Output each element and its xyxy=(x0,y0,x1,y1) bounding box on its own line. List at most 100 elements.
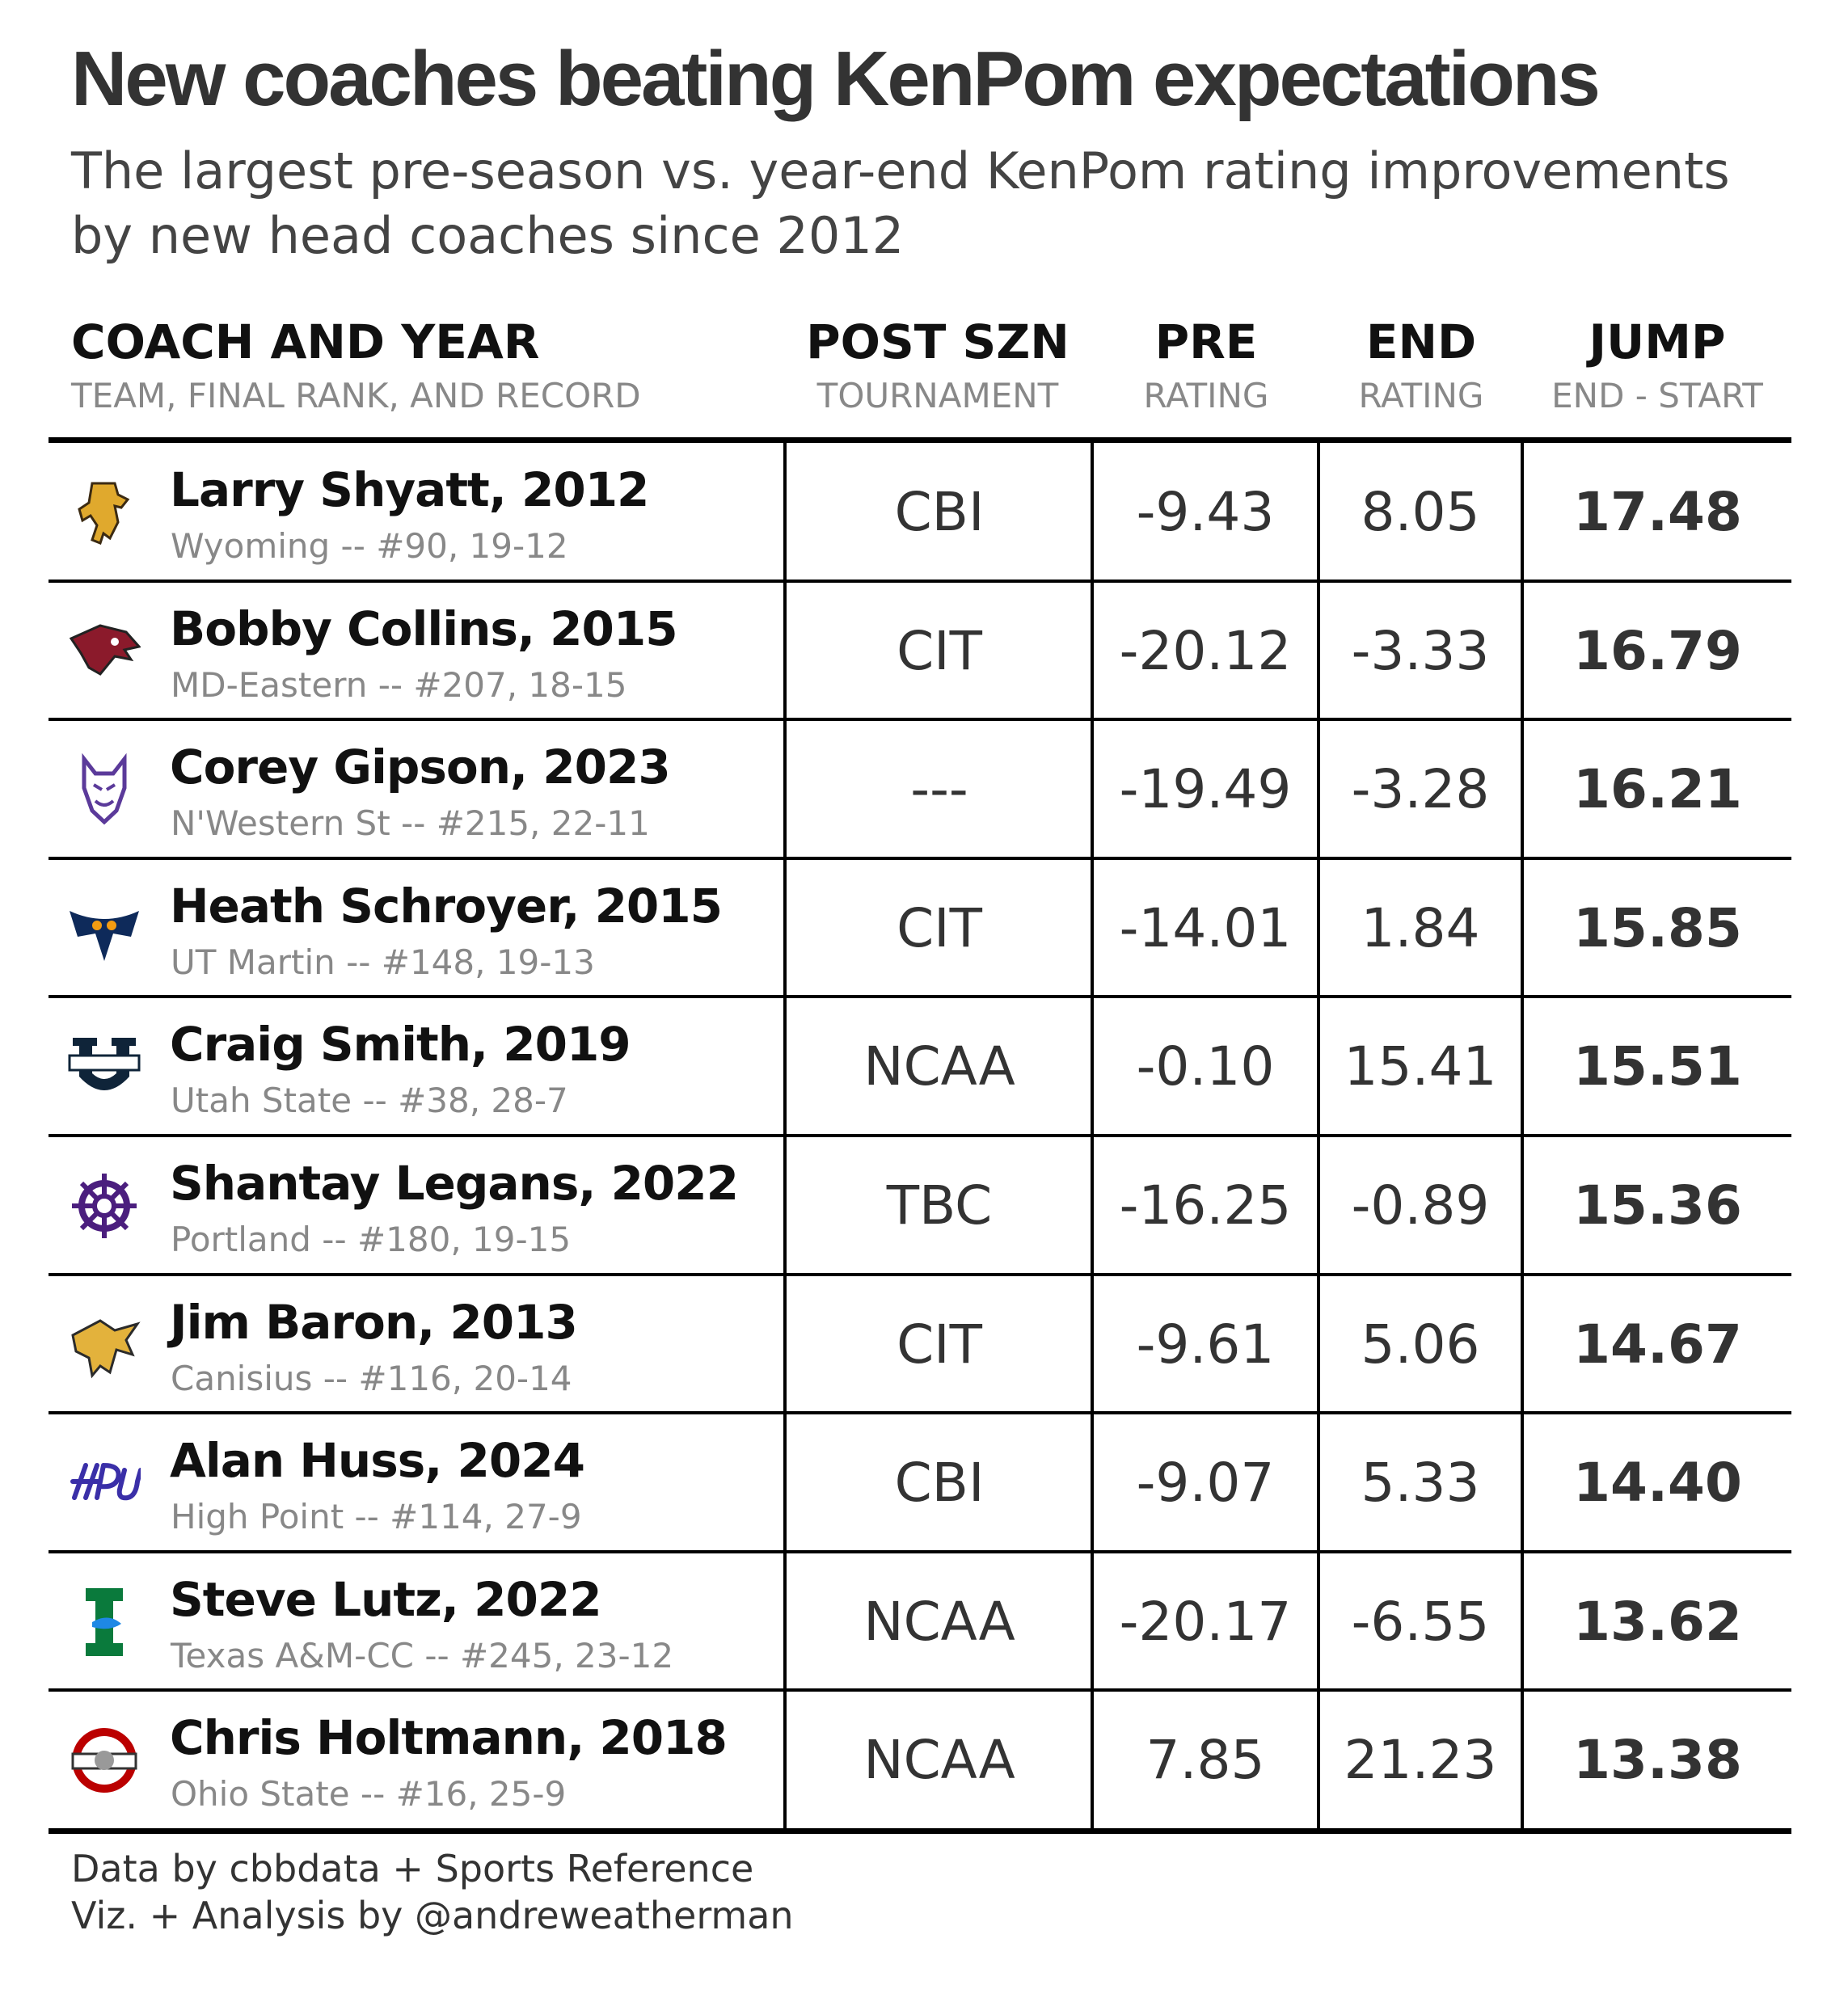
subtitle-line-1: The largest pre-season vs. year-end KenP… xyxy=(71,141,1730,200)
end-rating-cell: -0.89 xyxy=(1351,1174,1490,1237)
table-row: Corey Gipson, 2023 N'Western St -- #215, … xyxy=(49,720,1791,858)
team-info: Canisius -- #116, 20-14 xyxy=(171,1359,572,1398)
post-season-cell: CIT xyxy=(897,897,982,959)
chart-footer: Data by cbbdata + Sports Reference Viz. … xyxy=(71,1845,794,1939)
jump-cell: 15.36 xyxy=(1573,1174,1742,1237)
end-rating-cell: 5.06 xyxy=(1361,1313,1480,1376)
row-divider xyxy=(49,1550,1791,1553)
coach-name: Chris Holtmann, 2018 xyxy=(170,1710,728,1765)
row-divider xyxy=(49,718,1791,721)
post-season-cell: --- xyxy=(910,758,968,820)
post-season-cell: TBC xyxy=(886,1174,993,1237)
hpu-script-logo-icon xyxy=(70,1463,141,1501)
row-divider xyxy=(49,1134,1791,1137)
pre-rating-cell: -16.25 xyxy=(1119,1174,1292,1237)
demon-head-logo-icon xyxy=(82,752,127,825)
table-row: Alan Huss, 2024 High Point -- #114, 27-9 C… xyxy=(49,1414,1791,1552)
coach-name: Heath Schroyer, 2015 xyxy=(170,879,723,934)
utah-state-u-logo-icon xyxy=(68,1038,141,1090)
table-row: Chris Holtmann, 2018 Ohio State -- #16, 2… xyxy=(49,1691,1791,1829)
end-rating-cell: 8.05 xyxy=(1361,481,1480,543)
header-post-label: POST SZN xyxy=(806,314,1070,369)
coach-name: Shantay Legans, 2022 xyxy=(170,1156,739,1211)
post-season-cell: CBI xyxy=(894,481,985,543)
coach-name: Jim Baron, 2013 xyxy=(170,1295,578,1350)
coach-name: Alan Huss, 2024 xyxy=(170,1433,585,1488)
jump-cell: 14.40 xyxy=(1573,1452,1742,1514)
row-divider xyxy=(49,1411,1791,1414)
column-divider xyxy=(1317,441,1320,1830)
header-pre-label: PRE xyxy=(1154,314,1258,369)
table-row: Jim Baron, 2013 Canisius -- #116, 20-14 CI… xyxy=(49,1275,1791,1414)
coach-name: Bobby Collins, 2015 xyxy=(170,601,678,656)
chart-subtitle: The largest pre-season vs. year-end KenP… xyxy=(71,139,1801,268)
hawk-head-logo-icon xyxy=(69,624,141,676)
end-rating-cell: 5.33 xyxy=(1361,1452,1480,1514)
table-row: Heath Schroyer, 2015 UT Martin -- #148, 1… xyxy=(49,859,1791,997)
row-divider xyxy=(49,580,1791,583)
table-row: Bobby Collins, 2015 MD-Eastern -- #207, 1… xyxy=(49,582,1791,720)
column-divider xyxy=(1521,441,1524,1830)
table-bottom-rule xyxy=(49,1828,1791,1834)
header-coach-sublabel: TEAM, FINAL RANK, AND RECORD xyxy=(71,376,641,415)
pre-rating-cell: -9.61 xyxy=(1136,1313,1275,1376)
header-pre: PRE RATING xyxy=(1093,314,1319,435)
pre-rating-cell: -0.10 xyxy=(1136,1035,1275,1098)
post-season-cell: CIT xyxy=(897,620,982,682)
header-end-label: END xyxy=(1365,314,1477,369)
jump-cell: 13.38 xyxy=(1573,1729,1742,1791)
end-rating-cell: -3.33 xyxy=(1351,620,1490,682)
end-rating-cell: 21.23 xyxy=(1344,1729,1497,1791)
post-season-cell: CIT xyxy=(897,1313,982,1376)
table-row: Steve Lutz, 2022 Texas A&M-CC -- #245, 23… xyxy=(49,1553,1791,1691)
header-pre-sublabel: RATING xyxy=(1143,376,1269,415)
wyoming-cowboy-logo-icon xyxy=(78,482,130,545)
table-row: Craig Smith, 2019 Utah State -- #38, 28-7… xyxy=(49,997,1791,1136)
post-season-cell: NCAA xyxy=(863,1729,1015,1791)
jump-cell: 15.85 xyxy=(1573,897,1742,959)
pre-rating-cell: -9.07 xyxy=(1136,1452,1275,1514)
skyhawk-logo-icon xyxy=(70,911,139,961)
coach-name: Corey Gipson, 2023 xyxy=(170,740,671,794)
team-info: N'Western St -- #215, 22-11 xyxy=(171,803,650,843)
header-post-sublabel: TOURNAMENT xyxy=(816,376,1059,415)
post-season-cell: NCAA xyxy=(863,1591,1015,1653)
header-jump-label: JUMP xyxy=(1589,314,1726,369)
column-divider xyxy=(1091,441,1094,1830)
table-top-rule xyxy=(49,437,1791,443)
footer-line-2: Viz. + Analysis by @andreweatherman xyxy=(71,1894,794,1937)
jump-cell: 14.67 xyxy=(1573,1313,1742,1376)
table-row: Larry Shyatt, 2012 Wyoming -- #90, 19-12 C… xyxy=(49,443,1791,581)
pre-rating-cell: -20.12 xyxy=(1119,620,1292,682)
row-divider xyxy=(49,1273,1791,1276)
chart-title: New coaches beating KenPom expectations xyxy=(71,36,1601,122)
end-rating-cell: -6.55 xyxy=(1351,1591,1490,1653)
ohio-state-logo-icon xyxy=(71,1728,137,1793)
subtitle-line-2: by new head coaches since 2012 xyxy=(71,206,905,265)
coach-name: Steve Lutz, 2022 xyxy=(170,1572,602,1627)
griffin-logo-icon xyxy=(71,1319,141,1379)
pre-rating-cell: -9.43 xyxy=(1136,481,1275,543)
team-info: Texas A&M-CC -- #245, 23-12 xyxy=(171,1636,674,1675)
end-rating-cell: 1.84 xyxy=(1361,897,1480,959)
jump-cell: 16.21 xyxy=(1573,758,1742,820)
jump-cell: 16.79 xyxy=(1573,620,1742,682)
islanders-i-logo-icon xyxy=(86,1588,123,1656)
team-info: Portland -- #180, 19-15 xyxy=(171,1220,572,1259)
footer-line-1: Data by cbbdata + Sports Reference xyxy=(71,1847,754,1890)
coach-name: Larry Shyatt, 2012 xyxy=(170,462,649,517)
row-divider xyxy=(49,995,1791,998)
post-season-cell: CBI xyxy=(894,1452,985,1514)
jump-cell: 17.48 xyxy=(1573,481,1742,543)
header-end-sublabel: RATING xyxy=(1358,376,1484,415)
team-info: Ohio State -- #16, 25-9 xyxy=(171,1774,567,1814)
pre-rating-cell: 7.85 xyxy=(1146,1729,1265,1791)
header-coach: COACH AND YEAR TEAM, FINAL RANK, AND REC… xyxy=(71,314,799,435)
team-info: Utah State -- #38, 28-7 xyxy=(171,1081,568,1120)
team-info: UT Martin -- #148, 19-13 xyxy=(171,942,595,982)
header-coach-label: COACH AND YEAR xyxy=(71,314,540,369)
end-rating-cell: 15.41 xyxy=(1344,1035,1497,1098)
pre-rating-cell: -20.17 xyxy=(1119,1591,1292,1653)
jump-cell: 15.51 xyxy=(1573,1035,1742,1098)
post-season-cell: NCAA xyxy=(863,1035,1015,1098)
